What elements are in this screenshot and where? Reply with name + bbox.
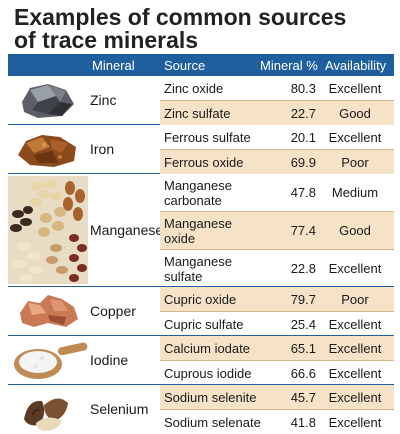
availability-cell: Medium: [331, 185, 379, 200]
table-row: Zinc oxide 80.3 Excellent: [160, 76, 394, 101]
source-cell: Ferrous oxide: [164, 154, 244, 170]
availability-cell: Excellent: [328, 365, 382, 381]
mineral-name: Manganese: [90, 222, 164, 238]
group-iodine: Iodine Calcium iodate 65.1 Excellent Cup…: [8, 336, 394, 385]
table-row: Manganese oxide 77.4 Good: [160, 212, 394, 250]
group-iron: Iron Ferrous sulfate 20.1 Excellent Ferr…: [8, 125, 394, 174]
mineral-name: Zinc: [90, 92, 117, 108]
header-source: Source: [164, 58, 206, 73]
availability-cell: Excellent: [328, 414, 382, 430]
header-mineral: Mineral: [92, 58, 135, 73]
availability-cell: Poor: [341, 291, 369, 307]
group-selenium: Selenium Sodium selenite 45.7 Excellent …: [8, 385, 394, 433]
table-row: Cuprous iodide 66.6 Excellent: [160, 361, 394, 385]
percent-cell: 79.7: [290, 291, 316, 307]
iron-ore-icon: [8, 125, 88, 173]
availability-cell: Excellent: [328, 340, 382, 356]
availability-cell: Good: [339, 105, 371, 121]
mineral-name: Selenium: [90, 401, 149, 417]
table-row: Cupric sulfate 25.4 Excellent: [160, 312, 394, 336]
percent-cell: 41.8: [290, 414, 316, 430]
table-row: Calcium iodate 65.1 Excellent: [160, 336, 394, 361]
group-copper: Copper Cupric oxide 79.7 Poor Cupric sul…: [8, 287, 394, 336]
percent-cell: 22.8: [290, 261, 316, 276]
source-cell: Zinc sulfate: [164, 105, 231, 121]
source-cell: Sodium selenite: [164, 389, 257, 405]
source-cell: Ferrous sulfate: [164, 129, 251, 145]
availability-cell: Excellent: [328, 80, 382, 96]
minerals-table: Mineral Source Mineral % Availability Zi…: [8, 54, 394, 433]
percent-cell: 45.7: [290, 389, 316, 405]
source-cell: Cupric oxide: [164, 291, 237, 307]
availability-cell: Poor: [341, 154, 369, 170]
availability-cell: Excellent: [328, 316, 382, 332]
source-cell: Sodium selenate: [164, 414, 261, 430]
title-line-2: of trace minerals: [14, 27, 199, 53]
source-cell: Manganese oxide: [164, 215, 232, 246]
table-row: Ferrous oxide 69.9 Poor: [160, 150, 394, 174]
source-cell: Calcium iodate: [164, 340, 250, 356]
percent-cell: 25.4: [290, 316, 316, 332]
percent-cell: 69.9: [290, 154, 316, 170]
percent-cell: 22.7: [290, 105, 316, 121]
group-manganese: Manganese Manganese carbonate 47.8 Mediu…: [8, 174, 394, 287]
source-cell: Cupric sulfate: [164, 316, 244, 332]
source-cell: Zinc oxide: [164, 80, 224, 96]
mineral-name: Iodine: [90, 352, 129, 368]
percent-cell: 80.3: [290, 80, 316, 96]
copper-nugget-icon: [8, 287, 88, 335]
availability-cell: Excellent: [328, 389, 382, 405]
availability-cell: Good: [339, 223, 371, 238]
table-row: Sodium selenate 41.8 Excellent: [160, 410, 394, 434]
percent-cell: 66.6: [290, 365, 316, 381]
table-row: Zinc sulfate 22.7 Good: [160, 101, 394, 125]
table-row: Manganese carbonate 47.8 Medium: [160, 174, 394, 212]
table-row: Manganese sulfate 22.8 Excellent: [160, 250, 394, 287]
header-percent: Mineral %: [260, 58, 318, 73]
source-cell: Manganese carbonate: [164, 177, 232, 208]
nuts-grains-icon: [8, 174, 88, 286]
percent-cell: 20.1: [290, 129, 316, 145]
source-cell: Manganese sulfate: [164, 253, 232, 284]
table-row: Ferrous sulfate 20.1 Excellent: [160, 125, 394, 150]
percent-cell: 65.1: [290, 340, 316, 356]
page-title: Examples of common sources of trace mine…: [14, 6, 394, 52]
availability-cell: Excellent: [328, 261, 382, 276]
zinc-ore-icon: [8, 76, 88, 124]
title-line-1: Examples of common sources: [14, 4, 347, 30]
mineral-name: Copper: [90, 303, 136, 319]
percent-cell: 47.8: [290, 185, 316, 200]
group-zinc: Zinc Zinc oxide 80.3 Excellent Zinc sulf…: [8, 76, 394, 125]
availability-cell: Excellent: [328, 129, 382, 145]
table-header: Mineral Source Mineral % Availability: [8, 54, 394, 76]
percent-cell: 77.4: [290, 223, 316, 238]
table-row: Sodium selenite 45.7 Excellent: [160, 385, 394, 410]
table-row: Cupric oxide 79.7 Poor: [160, 287, 394, 312]
brazil-nuts-icon: [8, 385, 88, 433]
header-availability: Availability: [325, 58, 387, 73]
salt-spoon-icon: [8, 336, 88, 384]
source-cell: Cuprous iodide: [164, 365, 252, 381]
mineral-name: Iron: [90, 141, 115, 157]
